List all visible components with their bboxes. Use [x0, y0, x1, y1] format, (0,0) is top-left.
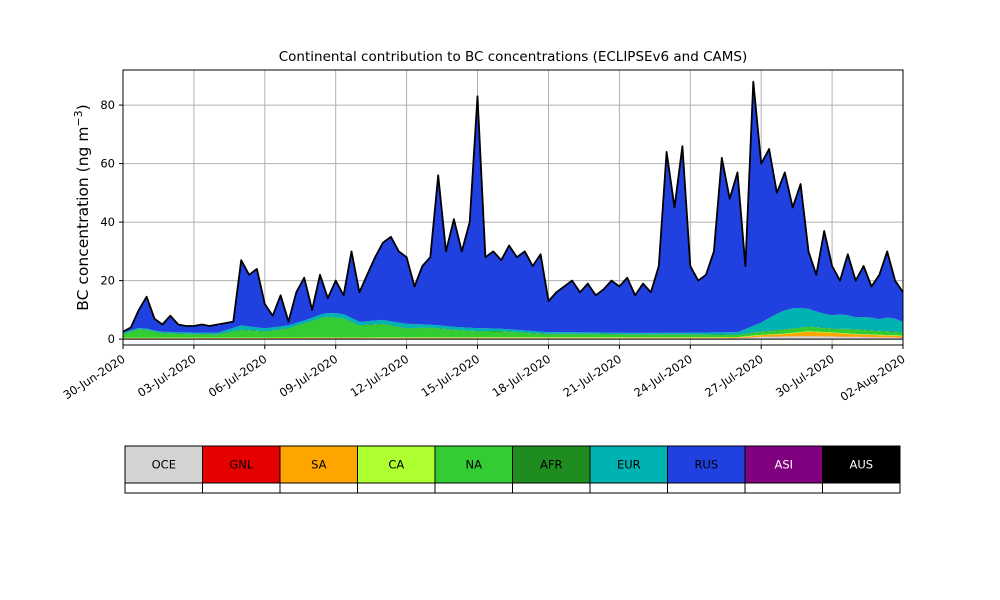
legend: OCE GNL SA CA NA AFR EUR RUS ASI AUS: [124, 445, 901, 494]
legend-cell-AFR: [512, 445, 591, 484]
y-tick-label: 20: [100, 274, 115, 288]
y-axis-label-superscript: −3: [72, 110, 85, 126]
x-tick-label: 09-Jul-2020: [277, 352, 341, 400]
x-tick-label: 15-Jul-2020: [419, 352, 483, 400]
legend-label-AFR: AFR: [540, 458, 562, 472]
legend-cell-OCE: [124, 445, 203, 484]
legend-label-EUR: EUR: [617, 458, 641, 472]
legend-cell-AUS: [822, 445, 901, 484]
y-tick-label: 60: [100, 157, 115, 171]
legend-label-GNL: GNL: [229, 458, 254, 472]
area-OCE: [123, 336, 903, 340]
x-tick-label: 27-Jul-2020: [702, 352, 766, 400]
plot-border: [122, 69, 904, 346]
legend-label-NA: NA: [466, 458, 483, 472]
x-tick-label: 18-Jul-2020: [490, 352, 554, 400]
legend-label-OCE: OCE: [152, 458, 176, 472]
x-tick-label: 12-Jul-2020: [348, 352, 412, 400]
area-GNL: [123, 336, 903, 339]
x-tick-label: 30-Jul-2020: [773, 352, 837, 400]
legend-label-ASI: ASI: [775, 458, 794, 472]
y-tick-label: 0: [108, 332, 115, 346]
legend-label-AUS: AUS: [850, 458, 874, 472]
area-RUS: [123, 82, 903, 333]
y-tick-label: 40: [100, 215, 115, 229]
y-axis-label-main: BC concentration (ng m: [74, 127, 92, 311]
chart-title: Continental contribution to BC concentra…: [279, 49, 748, 65]
y-tick-label: 80: [100, 98, 115, 112]
x-tick-label: 02-Aug-2020: [838, 352, 908, 404]
legend-cell-SA: [279, 445, 358, 484]
legend-cell-ASI: [744, 445, 823, 484]
legend-label-CA: CA: [388, 458, 404, 472]
legend-cell-GNL: [202, 445, 281, 484]
legend-label-RUS: RUS: [694, 458, 718, 472]
x-tick-label: 06-Jul-2020: [206, 352, 270, 400]
stacked-areas: [122, 80, 904, 340]
y-axis-label: BC concentration (ng m−3): [72, 104, 92, 310]
area-NA: [123, 317, 903, 338]
x-tick-label: 30-Jun-2020: [61, 352, 128, 402]
x-tick-label: 21-Jul-2020: [560, 352, 624, 400]
x-tick-label: 03-Jul-2020: [135, 352, 199, 400]
legend-label-SA: SA: [311, 458, 327, 472]
legend-cell-RUS: [667, 445, 746, 484]
total-outline: [122, 80, 904, 333]
x-tick-label: 24-Jul-2020: [631, 352, 695, 400]
y-axis-label-close: ): [74, 104, 92, 110]
